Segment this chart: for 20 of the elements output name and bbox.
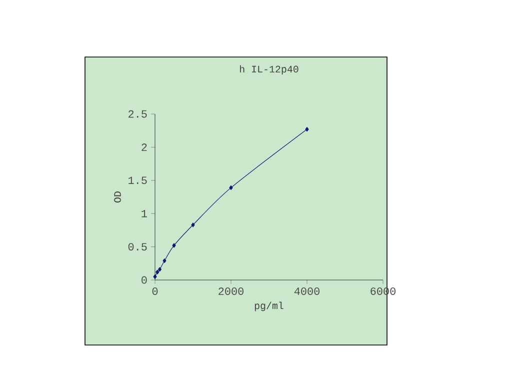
- point: [156, 270, 160, 274]
- x-tick-label: 4000: [294, 288, 320, 295]
- point: [229, 185, 233, 190]
- point: [172, 243, 176, 248]
- point: [153, 274, 157, 279]
- y-tick-label: 1: [142, 210, 147, 218]
- x-tick-label: 2000: [218, 288, 244, 295]
- y-tick-label: 2: [142, 144, 147, 151]
- y-tick-label: 0.5: [128, 243, 147, 251]
- y-axis-title: OD: [114, 192, 121, 202]
- point: [162, 258, 166, 264]
- point: [191, 222, 195, 228]
- x-axis-title: pg/ml: [254, 302, 284, 312]
- chart-title: h IL-12p40: [240, 65, 298, 74]
- y-tick-label: 0: [142, 276, 147, 284]
- point: [158, 267, 162, 272]
- x-tick-label: 0: [152, 288, 158, 295]
- y-tick-label: 2.5: [128, 110, 147, 118]
- y-tick-label: 1.5: [128, 176, 147, 184]
- point: [305, 126, 309, 132]
